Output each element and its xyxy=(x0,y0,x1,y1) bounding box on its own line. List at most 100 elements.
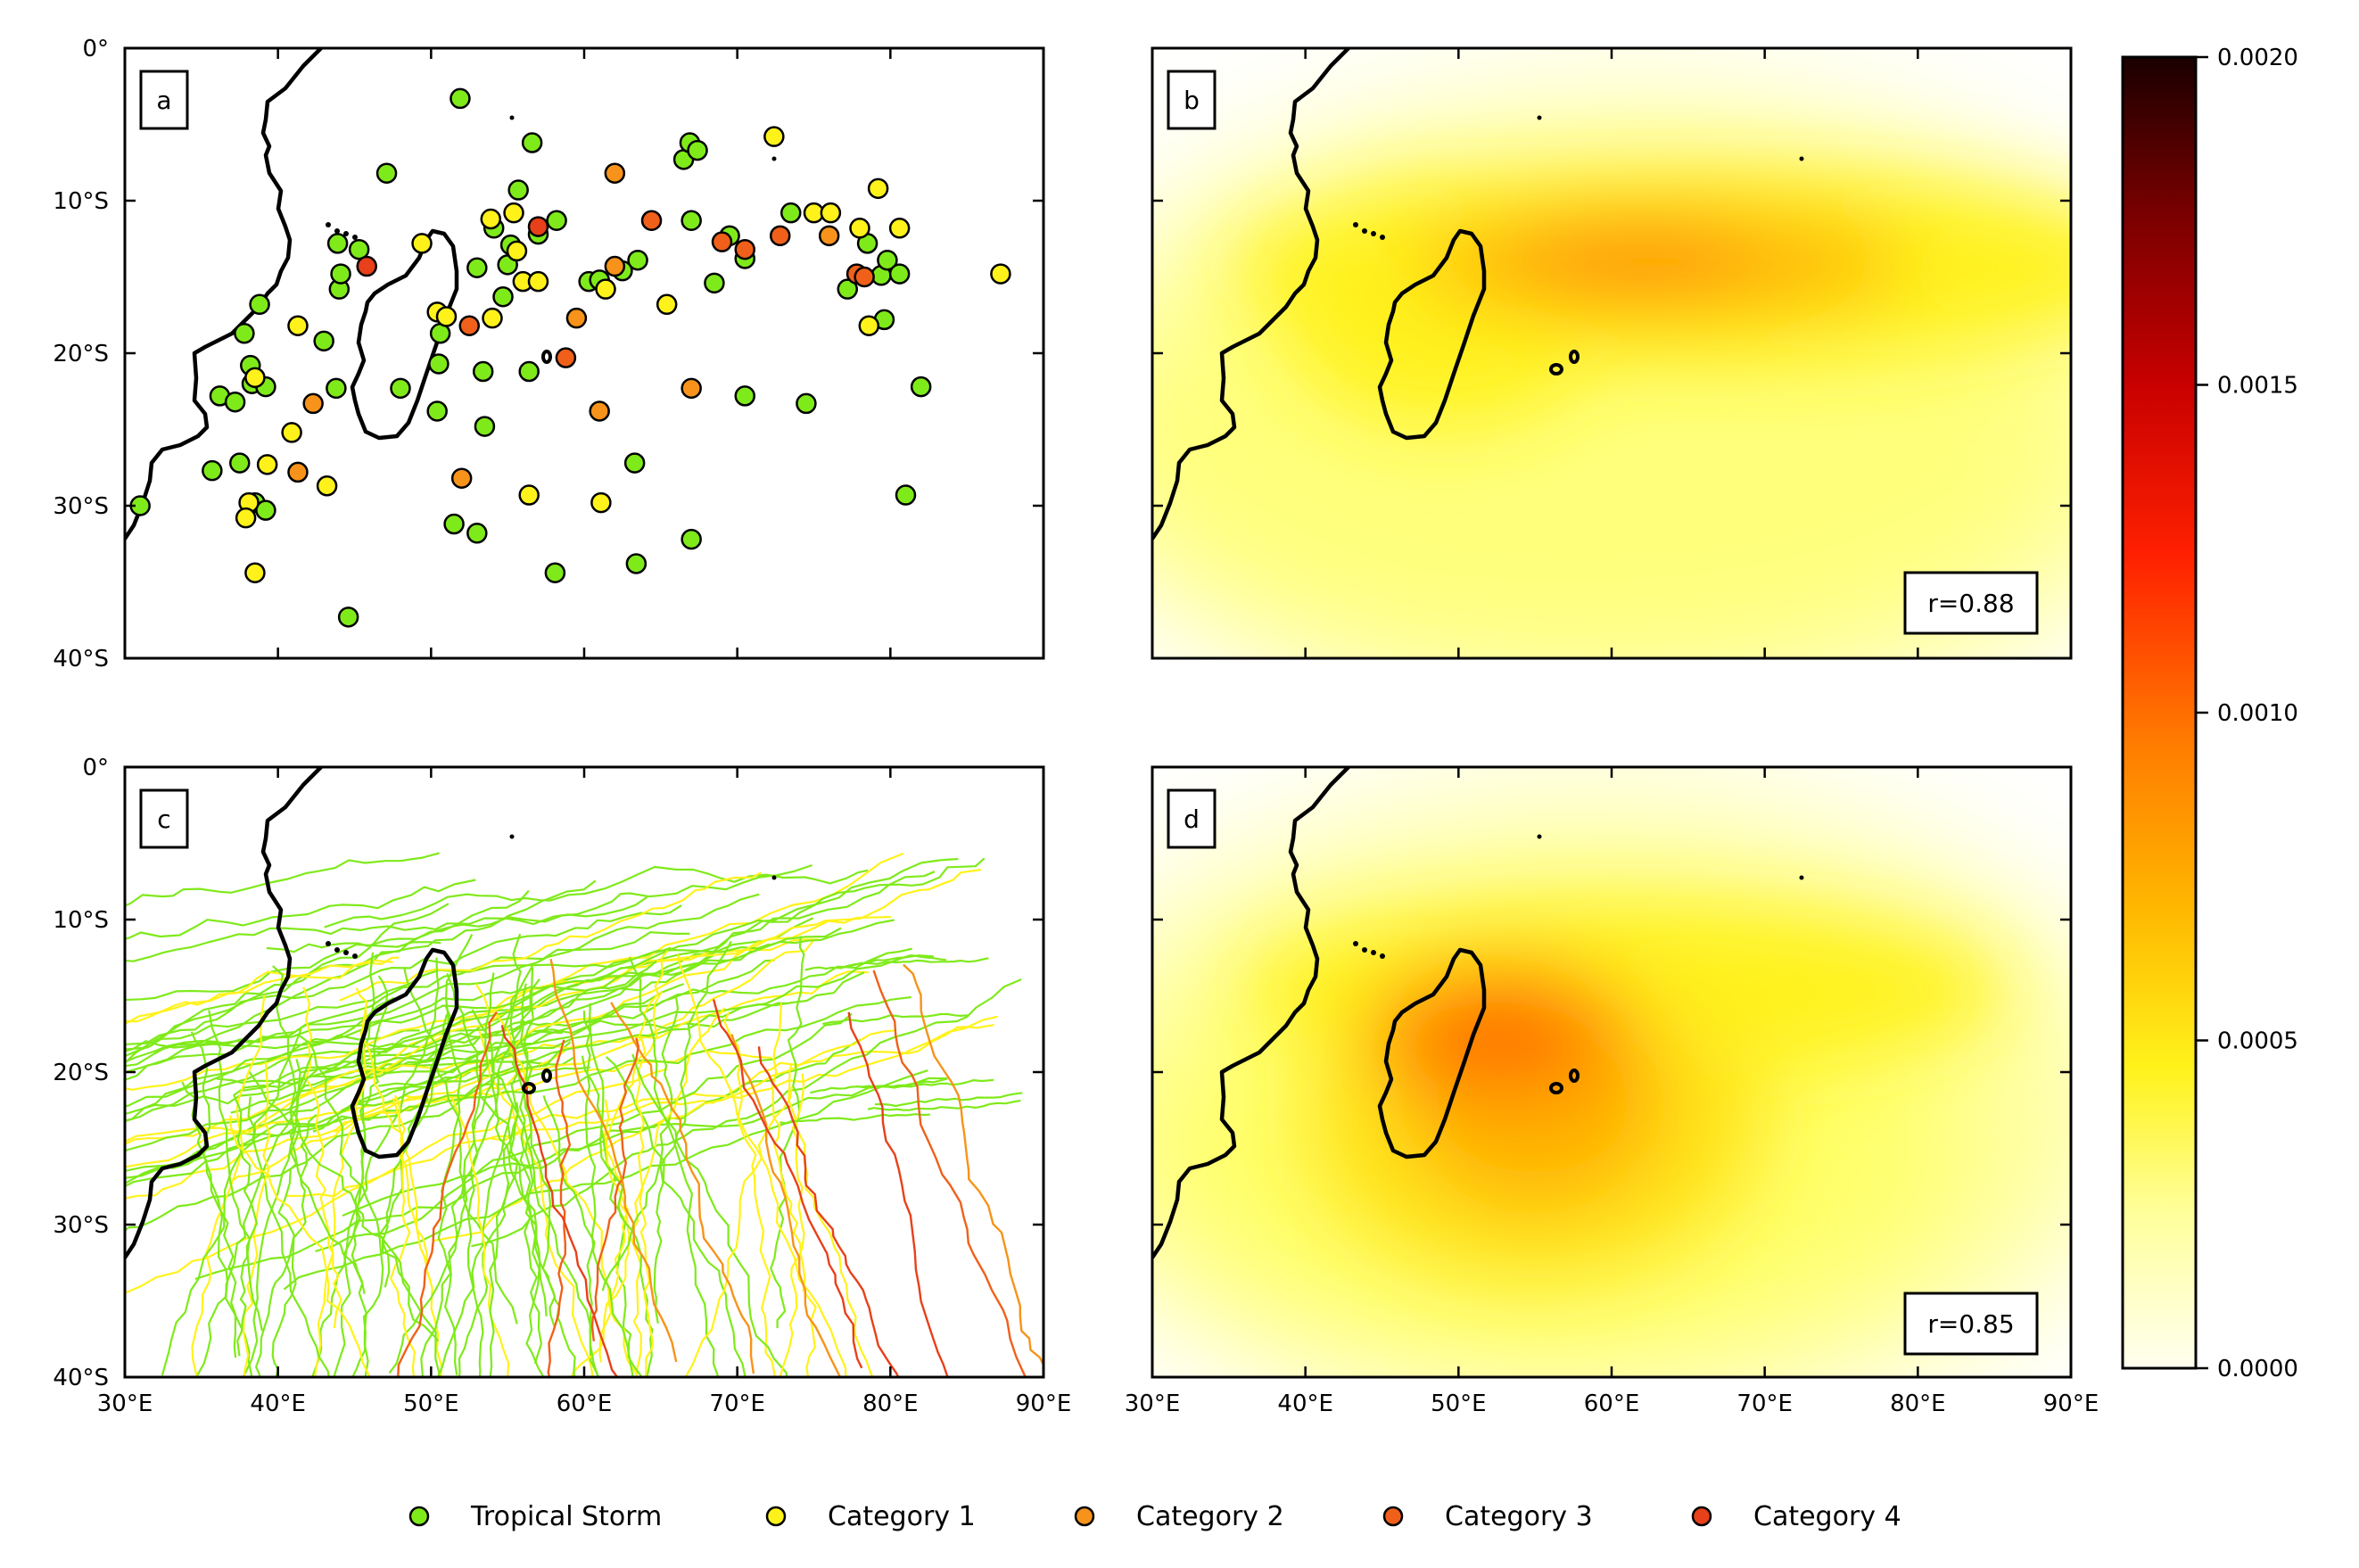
legend-label: Category 1 xyxy=(828,1501,976,1532)
y-tick-label: 20°S xyxy=(53,1060,109,1086)
storm-track xyxy=(771,1003,817,1377)
storm-track xyxy=(125,931,690,1074)
x-tick-label: 60°E xyxy=(1584,1391,1640,1417)
storm-point-c3 xyxy=(769,225,791,247)
panel-a-label: a xyxy=(156,86,171,115)
storm-track xyxy=(247,1070,440,1342)
storm-track xyxy=(872,970,1027,1377)
storm-point-c1 xyxy=(244,367,266,389)
storm-point-c1 xyxy=(888,218,911,239)
storm-point-ts xyxy=(450,87,471,110)
storm-point-c1 xyxy=(763,126,785,147)
storm-track xyxy=(125,903,450,1058)
storm-track xyxy=(394,1094,443,1377)
storm-track xyxy=(779,1073,805,1377)
storm-point-c2 xyxy=(450,467,473,489)
storm-track xyxy=(190,1031,237,1358)
storm-track xyxy=(634,990,664,1377)
storm-track xyxy=(466,972,495,1377)
storm-track xyxy=(730,1034,842,1377)
storm-track xyxy=(285,1015,998,1198)
panel-b: b r=0.88 xyxy=(1151,46,2073,660)
storm-point-ts xyxy=(472,360,494,383)
storm-point-ts xyxy=(224,391,246,413)
storm-point-ts xyxy=(443,513,465,535)
storm-track xyxy=(161,1028,302,1376)
storm-point-c1 xyxy=(990,263,1011,285)
legend: Tropical Storm Category 1 Category 2 Catego… xyxy=(408,1501,1901,1532)
storm-point-ts xyxy=(627,249,648,271)
storm-point-c2 xyxy=(604,255,626,277)
storm-track xyxy=(478,1024,994,1143)
storm-track xyxy=(272,965,369,1377)
storm-track xyxy=(779,1113,930,1125)
storm-point-ts xyxy=(544,562,566,583)
storm-point-c1 xyxy=(235,507,257,529)
storm-track xyxy=(450,1096,510,1377)
storm-track xyxy=(549,959,678,1363)
storm-point-c1 xyxy=(287,315,309,336)
storm-point-ts xyxy=(680,210,702,231)
storm-point-ts xyxy=(466,257,488,278)
storm-point-c2 xyxy=(818,225,840,247)
storm-track xyxy=(125,1055,576,1115)
storm-track xyxy=(313,1009,367,1377)
colorbar-tick-label: 0.0005 xyxy=(2217,1028,2298,1055)
panel-a-ticks: 0° 10°S 20°S 30°S 40°S xyxy=(53,36,1045,673)
panel-d: d r=0.85 30°E 40°E 50°E 60°E 70°E 80°E 90°E xyxy=(1125,765,2099,1417)
storm-track xyxy=(390,1097,416,1377)
storm-point-c1 xyxy=(244,562,266,583)
storm-point-c1 xyxy=(518,484,540,506)
panel-d-r-value: r=0.85 xyxy=(1927,1309,2014,1339)
x-tick-label: 80°E xyxy=(862,1391,919,1417)
legend-label: Category 4 xyxy=(1753,1501,1901,1532)
storm-point-ts xyxy=(466,523,488,544)
panel-c-ticks: 30°E 40°E 50°E 60°E 70°E 80°E 90°E 0° 10°S 20°S 30… xyxy=(53,755,1071,1417)
storm-track xyxy=(867,1099,1021,1111)
panel-a: a 0° 10°S 20°S 30°S 40°S xyxy=(53,36,1045,673)
storm-point-c1 xyxy=(316,475,338,497)
storm-track xyxy=(125,889,530,1068)
storm-track xyxy=(382,1013,449,1288)
storm-track xyxy=(500,1025,619,1377)
storm-point-ts xyxy=(680,528,702,550)
storm-point-ts xyxy=(521,132,543,153)
storm-track xyxy=(603,1099,643,1377)
storm-point-c2 xyxy=(302,392,324,415)
storm-track xyxy=(474,983,639,1376)
storm-track xyxy=(351,975,389,1295)
storm-track xyxy=(437,1004,462,1375)
storm-point-c3 xyxy=(711,231,733,252)
storm-point-ts xyxy=(734,385,755,407)
legend-marker-c4 xyxy=(1691,1506,1712,1527)
panel-c-label-box xyxy=(139,788,189,849)
storm-track xyxy=(458,1102,519,1377)
x-tick-label: 90°E xyxy=(2043,1391,2099,1417)
storm-point-c1 xyxy=(480,208,502,230)
panel-a-storm-points xyxy=(129,87,1011,628)
storm-point-ts xyxy=(895,484,917,506)
storm-point-ts xyxy=(796,392,817,415)
storm-point-ts xyxy=(313,330,334,352)
storm-point-c1 xyxy=(849,218,870,239)
y-tick-label: 30°S xyxy=(53,1212,109,1239)
storm-point-c3 xyxy=(854,266,875,288)
storm-point-ts xyxy=(625,553,647,574)
storm-track xyxy=(584,1003,599,1377)
storm-point-ts xyxy=(330,263,351,285)
legend-label: Category 2 xyxy=(1136,1501,1284,1532)
colorbar-ticks: 0.0020 0.0015 0.0010 0.0005 0.0000 xyxy=(2196,45,2298,1382)
storm-point-c3 xyxy=(734,238,755,260)
storm-track xyxy=(301,857,986,1074)
x-tick-label: 70°E xyxy=(1736,1391,1793,1417)
storm-track xyxy=(125,983,684,1188)
storm-point-c1 xyxy=(506,240,528,262)
storm-point-ts xyxy=(390,377,411,400)
storm-track xyxy=(355,987,432,1283)
panel-b-ticks xyxy=(1151,46,2073,660)
x-tick-label: 80°E xyxy=(1890,1391,1946,1417)
panel-c-storm-tracks xyxy=(125,852,1043,1377)
storm-point-ts xyxy=(687,139,708,161)
storm-track xyxy=(125,893,760,1081)
